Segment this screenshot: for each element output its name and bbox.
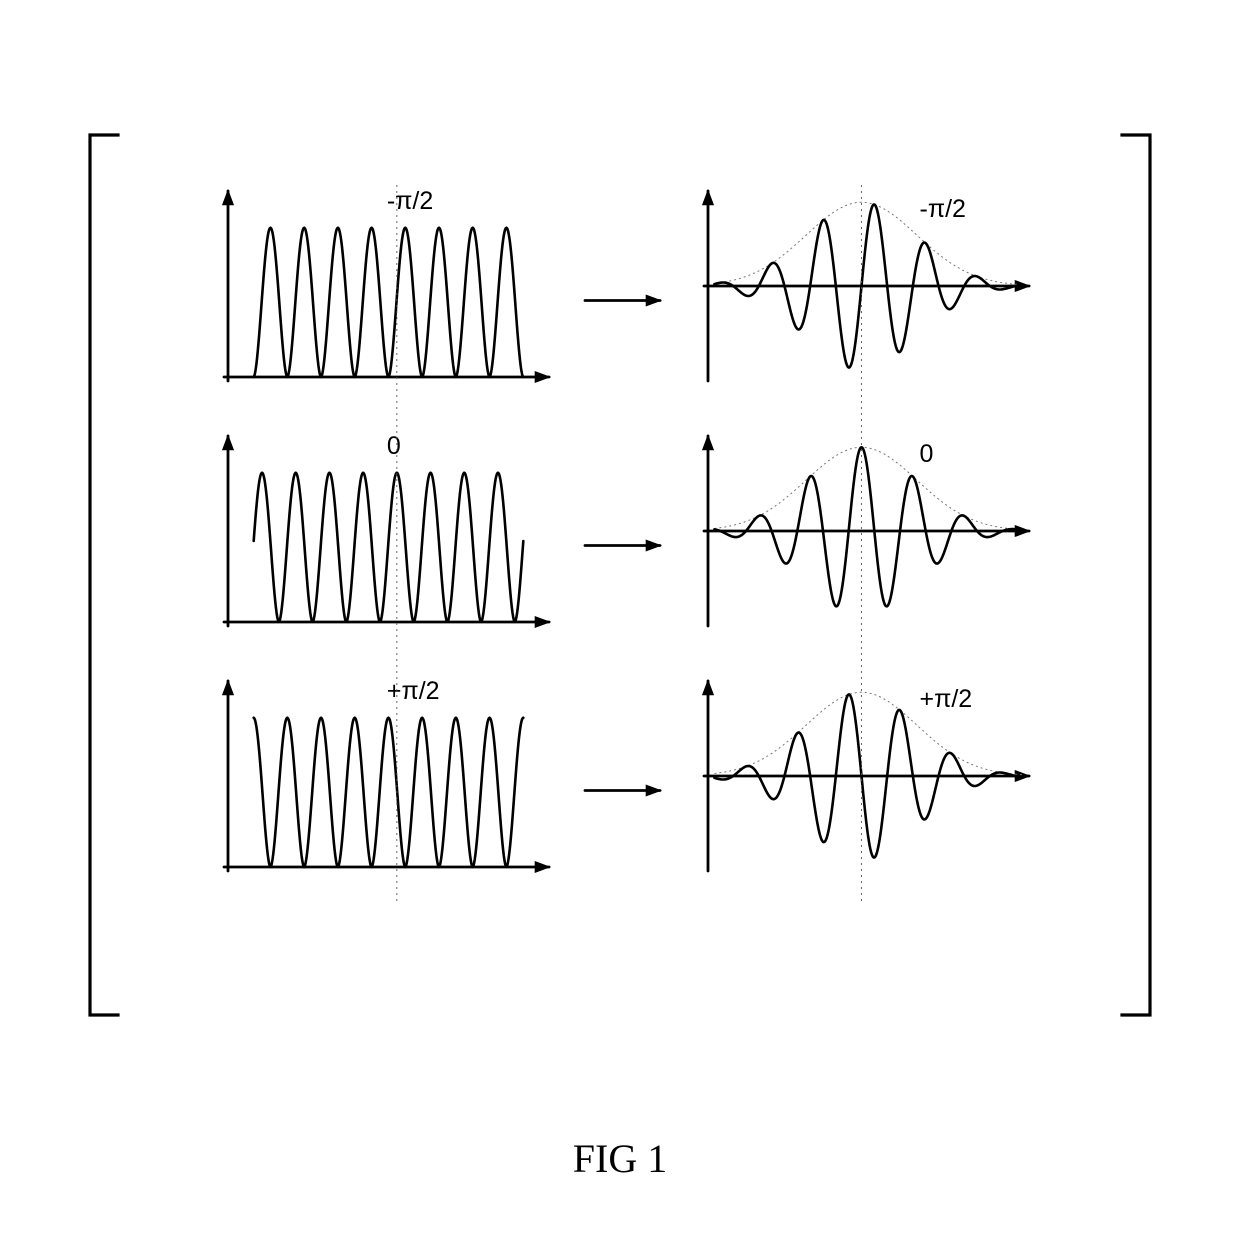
phase-label-left: +π/2 xyxy=(387,677,440,705)
figure-caption: FIG 1 xyxy=(0,1135,1240,1182)
gaussian-envelope xyxy=(714,202,1022,284)
phase-label-right: 0 xyxy=(920,440,934,468)
gaussian-envelope xyxy=(714,692,1022,774)
phase-label-left: 0 xyxy=(387,432,401,460)
bracket-right xyxy=(1122,135,1150,1015)
phase-label-right: -π/2 xyxy=(920,195,966,223)
gaussian-envelope xyxy=(714,447,1022,529)
left-waveform xyxy=(254,718,524,867)
left-waveform xyxy=(254,473,524,622)
phase-label-right: +π/2 xyxy=(920,685,973,713)
figure-svg: -π/2 -π/2 0 0 +π/2 +π/2 xyxy=(0,0,1240,1245)
phase-label-left: -π/2 xyxy=(387,187,433,215)
bracket-left xyxy=(90,135,118,1015)
left-waveform xyxy=(254,228,524,377)
right-waveform xyxy=(714,447,1022,606)
